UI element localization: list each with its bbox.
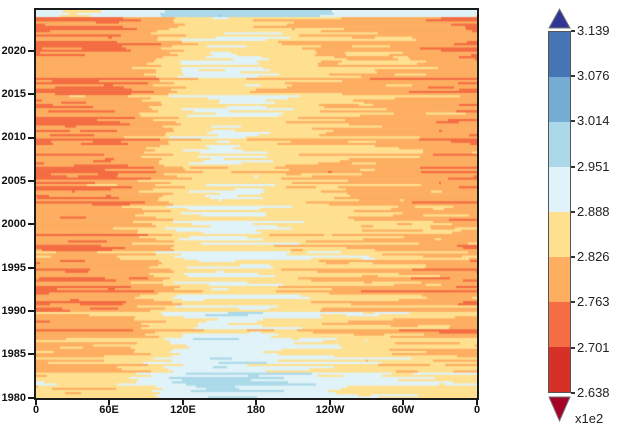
colorbar-tick-label: 3.139 xyxy=(577,23,610,38)
colorbar-segment xyxy=(549,212,570,257)
colorbar-up-arrow-icon xyxy=(548,7,571,29)
y-axis-label: 2010 xyxy=(1,131,26,143)
x-axis-tick xyxy=(402,400,404,405)
y-axis-tick xyxy=(28,180,34,182)
y-axis-label: 2015 xyxy=(1,88,26,100)
colorbar-down-arrow-icon xyxy=(548,396,571,423)
colorbar-tick-label: 2.763 xyxy=(577,294,610,309)
up-arrow-triangle xyxy=(548,7,571,29)
colorbar-tick-label: 2.951 xyxy=(577,159,610,174)
colorbar-scale-label: x1e2 xyxy=(575,411,604,426)
colorbar xyxy=(548,31,571,393)
x-axis-tick xyxy=(329,400,331,405)
colorbar-tick-label: 2.701 xyxy=(577,340,610,355)
y-axis-tick xyxy=(28,353,34,355)
x-axis-label: 60W xyxy=(391,404,415,416)
y-axis-label: 1995 xyxy=(1,262,26,274)
colorbar-tick xyxy=(571,30,575,32)
x-axis-label: 120E xyxy=(170,404,196,416)
y-axis-tick xyxy=(28,310,34,312)
down-arrow-triangle xyxy=(548,396,571,423)
y-axis-label: 1990 xyxy=(1,305,26,317)
x-axis-label: 0 xyxy=(473,404,481,416)
colorbar-tick-label: 2.826 xyxy=(577,249,610,264)
colorbar-tick xyxy=(571,392,575,394)
y-axis-tick xyxy=(28,267,34,269)
colorbar-tick xyxy=(571,256,575,258)
colorbar-tick xyxy=(571,120,575,122)
x-axis-label: 180 xyxy=(246,404,266,416)
y-axis-label: 2000 xyxy=(1,218,26,230)
colorbar-segment xyxy=(549,32,570,77)
plot-frame xyxy=(34,8,479,400)
colorbar-tick-label: 3.076 xyxy=(577,68,610,83)
heatmap-canvas xyxy=(36,10,477,398)
x-axis-tick xyxy=(255,400,257,405)
x-axis-tick xyxy=(476,400,478,405)
y-axis-tick xyxy=(28,397,34,399)
y-axis-tick xyxy=(28,50,34,52)
colorbar-segment xyxy=(549,167,570,212)
colorbar-segment xyxy=(549,347,570,392)
x-axis-tick xyxy=(108,400,110,405)
x-axis-tick xyxy=(182,400,184,405)
colorbar-segment xyxy=(549,122,570,167)
x-axis-tick xyxy=(35,400,37,405)
colorbar-segment xyxy=(549,257,570,302)
colorbar-tick xyxy=(571,347,575,349)
colorbar-tick xyxy=(571,166,575,168)
x-axis-label: 0 xyxy=(32,404,40,416)
y-axis-label: 1985 xyxy=(1,348,26,360)
colorbar-tick-label: 2.638 xyxy=(577,385,610,400)
colorbar-tick-label: 3.014 xyxy=(577,113,610,128)
colorbar-tick xyxy=(571,301,575,303)
y-axis-label: 2005 xyxy=(1,175,26,187)
y-axis-tick xyxy=(28,137,34,139)
y-axis-tick xyxy=(28,223,34,225)
y-axis-label: 1980 xyxy=(1,392,26,404)
colorbar-segment xyxy=(549,302,570,347)
x-axis-label: 60E xyxy=(99,404,119,416)
colorbar-tick xyxy=(571,211,575,213)
colorbar-tick-label: 2.888 xyxy=(577,204,610,219)
y-axis-label: 2020 xyxy=(1,45,26,57)
x-axis-label: 120W xyxy=(315,404,345,416)
y-axis-tick xyxy=(28,93,34,95)
colorbar-tick xyxy=(571,75,575,77)
colorbar-segment xyxy=(549,77,570,122)
